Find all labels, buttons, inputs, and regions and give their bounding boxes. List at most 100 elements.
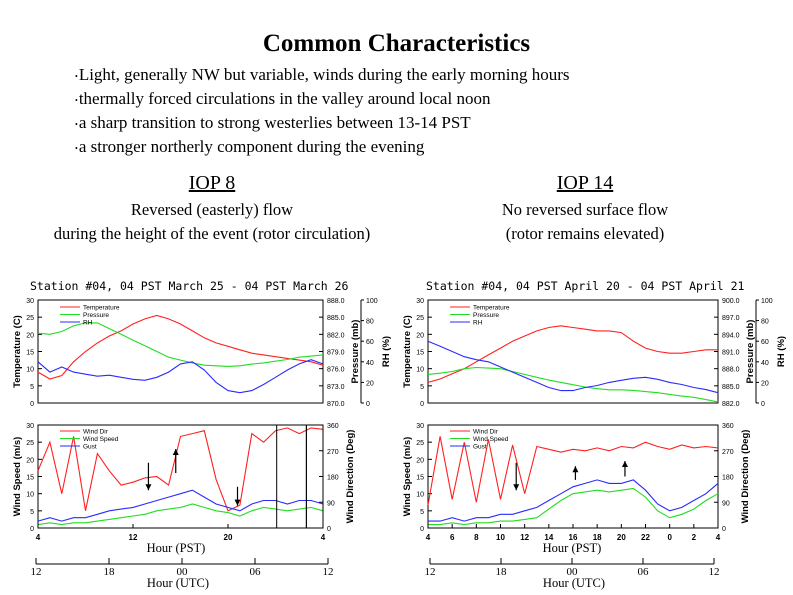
pressure-tick-label: 870.0: [327, 401, 345, 408]
series-line-gust: [37, 489, 324, 522]
bottom-panel-frame: [37, 424, 324, 529]
x-axis-label-utc: Hour (UTC): [543, 576, 605, 590]
series-line-pressure: [427, 366, 719, 403]
legend-label: Gust: [83, 444, 97, 451]
pressure-tick-label: 882.0: [722, 401, 740, 408]
annotation-arrowhead: [572, 466, 579, 473]
bullet-item: •a sharp transition to strong westerlies…: [75, 113, 471, 132]
top-ylabel-temperature: Temperature (C): [402, 315, 413, 388]
wind-dir-tick-label: 360: [327, 423, 339, 430]
x-tick-label-pst: 10: [496, 533, 505, 542]
y-tick-label: 0: [420, 526, 424, 533]
series-line-wind-dir: [427, 436, 719, 506]
bullet-item: •thermally forced circulations in the va…: [75, 89, 491, 108]
y-tick-label: 20: [26, 457, 34, 464]
series-line-rh: [37, 359, 324, 394]
utc-tick-label: 12: [425, 566, 436, 578]
pressure-tick-label: 873.0: [327, 384, 345, 391]
bullet-item: •Light, generally NW but variable, winds…: [75, 65, 570, 84]
y-tick-label: 15: [26, 350, 34, 357]
wind-dir-tick-label: 180: [327, 475, 339, 482]
x-axis-label-pst: Hour (PST): [147, 541, 206, 555]
legend-label: Gust: [473, 444, 487, 451]
y-tick-label: 15: [416, 350, 424, 357]
iop14-chart: Station #04, 04 PST April 20 - 04 PST Ap…: [402, 279, 787, 590]
x-tick-label-pst: 12: [520, 533, 529, 542]
bullet-item: •a stronger northerly component during t…: [75, 137, 425, 156]
y-tick-label: 10: [26, 492, 34, 499]
legend-label: Wind Speed: [83, 436, 119, 443]
legend-label: Pressure: [473, 312, 499, 319]
series-line-wind-speed: [37, 503, 324, 526]
bullet-text: a sharp transition to strong westerlies …: [78, 113, 471, 132]
y-tick-label: 15: [416, 475, 424, 482]
y-tick-label: 0: [30, 526, 34, 533]
rh-tick-label: 20: [761, 380, 769, 387]
utc-tick-label: 00: [177, 566, 189, 578]
legend-label: Temperature: [83, 305, 120, 312]
top-ylabel-rh: RH (%): [381, 336, 392, 367]
rh-tick-label: 100: [761, 298, 773, 305]
x-tick-label-pst: 0: [667, 533, 672, 542]
rh-tick-label: 40: [761, 360, 769, 367]
pressure-tick-label: 888.0: [327, 298, 345, 305]
y-tick-label: 30: [26, 298, 34, 305]
annotation-arrowhead: [234, 499, 241, 506]
series-line-temperature: [37, 314, 324, 380]
right-section-header: IOP 14: [556, 172, 614, 194]
pressure-tick-label: 900.0: [722, 298, 740, 305]
bottom-ylabel-wind-speed: Wind Speed (m/s): [402, 437, 413, 517]
rh-tick-label: 40: [366, 360, 374, 367]
rh-tick-label: 60: [761, 339, 769, 346]
x-tick-label-pst: 20: [617, 533, 626, 542]
wind-dir-tick-label: 90: [327, 500, 335, 507]
y-tick-label: 30: [416, 423, 424, 430]
rh-tick-label: 0: [366, 401, 370, 408]
y-tick-label: 25: [26, 440, 34, 447]
annotation-arrowhead: [621, 461, 628, 468]
rh-tick-label: 80: [761, 319, 769, 326]
x-tick-label-pst: 20: [224, 533, 233, 542]
top-panel-frame: [37, 299, 324, 404]
x-tick-label-pst: 2: [692, 533, 697, 542]
y-tick-label: 10: [26, 367, 34, 374]
legend-label: Wind Speed: [473, 436, 509, 443]
series-line-gust: [428, 479, 719, 522]
pressure-tick-label: 894.0: [722, 332, 740, 339]
legend-label: Wind Dir: [83, 429, 109, 436]
x-tick-label-pst: 14: [544, 533, 553, 542]
wind-dir-tick-label: 360: [722, 423, 734, 430]
y-tick-label: 25: [416, 315, 424, 322]
y-tick-label: 5: [420, 509, 424, 516]
rh-tick-label: 100: [366, 298, 378, 305]
chart-title: Station #04, 04 PST March 25 - 04 PST Ma…: [30, 279, 349, 293]
highlight-box: [276, 424, 307, 529]
x-tick-label-pst: 8: [474, 533, 479, 542]
y-tick-label: 5: [30, 509, 34, 516]
series-line-temperature: [427, 325, 718, 383]
x-tick-label-pst: 4: [321, 533, 326, 542]
series-line-rh: [427, 340, 719, 394]
series-line-pressure: [37, 322, 324, 367]
utc-tick-label: 18: [104, 566, 116, 578]
pressure-tick-label: 897.0: [722, 315, 740, 322]
x-tick-label-pst: 6: [450, 533, 455, 542]
right-description-line1: No reversed surface flow: [501, 200, 669, 219]
x-tick-label-pst: 16: [569, 533, 578, 542]
top-panel-frame: [427, 299, 719, 404]
left-description-line2: during the height of the event (rotor ci…: [53, 224, 371, 243]
bullet-text: thermally forced circulations in the val…: [78, 89, 491, 108]
y-tick-label: 20: [26, 332, 34, 339]
legend-label: Wind Dir: [473, 429, 499, 436]
pressure-tick-label: 876.0: [327, 367, 345, 374]
rh-tick-label: 20: [366, 380, 374, 387]
pressure-tick-label: 885.0: [327, 315, 345, 322]
top-ylabel-temperature: Temperature (C): [12, 315, 23, 388]
bullet-text: Light, generally NW but variable, winds …: [78, 65, 570, 84]
bullet-text: a stronger northerly component during th…: [78, 137, 425, 156]
utc-tick-label: 18: [496, 566, 508, 578]
wind-dir-tick-label: 270: [327, 449, 339, 456]
wind-dir-tick-label: 0: [327, 526, 331, 533]
highlight-box: [305, 424, 324, 529]
y-tick-label: 30: [26, 423, 34, 430]
